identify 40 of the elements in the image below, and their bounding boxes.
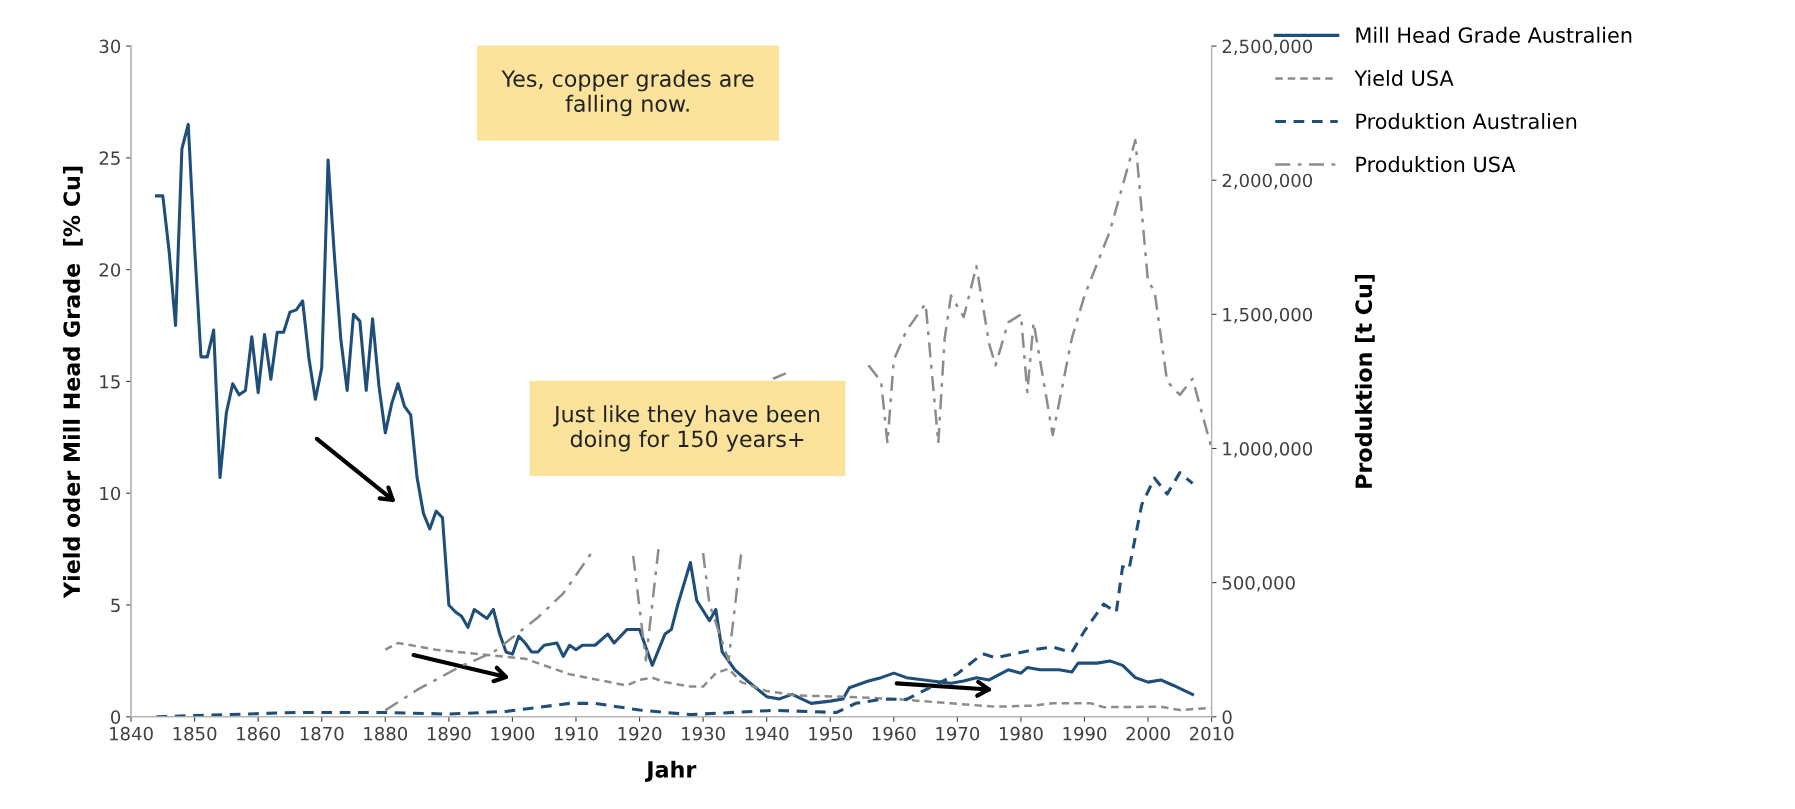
y-tick-label: 15 bbox=[100, 375, 120, 389]
y-tick-label: 10 bbox=[100, 486, 121, 501]
y2-tick-label: 2,000,000 bbox=[1222, 173, 1313, 190]
x-tick-label: 2010 bbox=[1189, 726, 1234, 741]
y-tick-label: 25 bbox=[99, 151, 120, 166]
y2-tick-label: 1,000,000 bbox=[1223, 441, 1313, 458]
y-axis-title: Yield oder Mill Head Grade [% Cu] bbox=[62, 166, 83, 599]
legend-label: Yield USA bbox=[1354, 69, 1454, 87]
x-tick-label: 1940 bbox=[745, 726, 789, 741]
x-tick-label: 1860 bbox=[237, 726, 280, 741]
legend-label: Produktion Australien bbox=[1356, 113, 1577, 130]
y2-tick-label: 1,500,000 bbox=[1223, 307, 1313, 324]
x-tick-label: 1930 bbox=[682, 726, 725, 741]
x-tick-label: 1880 bbox=[364, 726, 408, 741]
x-tick-label: 1910 bbox=[554, 726, 598, 741]
x-tick-label: 1920 bbox=[618, 726, 662, 741]
annotation: Yes, copper grades are falling now. bbox=[501, 69, 754, 117]
x-tick-label: 1950 bbox=[809, 726, 853, 741]
x-axis-title: Jahr bbox=[645, 760, 697, 782]
y2-tick-label: 0 bbox=[1222, 710, 1232, 724]
x-tick-label: 1850 bbox=[173, 726, 217, 741]
y-tick-label: 30 bbox=[99, 39, 121, 54]
x-tick-label: 1980 bbox=[999, 726, 1043, 741]
y-tick-label: 5 bbox=[111, 598, 120, 613]
x-tick-label: 1900 bbox=[491, 726, 535, 741]
x-tick-label: 1960 bbox=[872, 726, 916, 741]
y2-tick-label: 2,500,000 bbox=[1222, 39, 1313, 56]
x-tick-label: 1990 bbox=[1063, 726, 1107, 741]
y2-tick-label: 500,000 bbox=[1222, 576, 1295, 592]
legend-label: Produktion USA bbox=[1356, 156, 1516, 173]
y-tick-label: 0 bbox=[111, 710, 121, 724]
x-tick-label: 1870 bbox=[300, 726, 344, 741]
x-tick-label: 1840 bbox=[110, 726, 153, 741]
y2-axis-title: Produktion [t Cu] bbox=[1354, 274, 1375, 488]
x-tick-label: 2000 bbox=[1126, 726, 1170, 741]
annotation: Just like they have been doing for 150 years+ bbox=[552, 405, 820, 452]
x-tick-label: 1890 bbox=[427, 726, 471, 741]
legend-label: Mill Head Grade Australien bbox=[1356, 26, 1632, 43]
x-tick-label: 1970 bbox=[936, 726, 980, 741]
y-tick-label: 20 bbox=[99, 263, 121, 277]
